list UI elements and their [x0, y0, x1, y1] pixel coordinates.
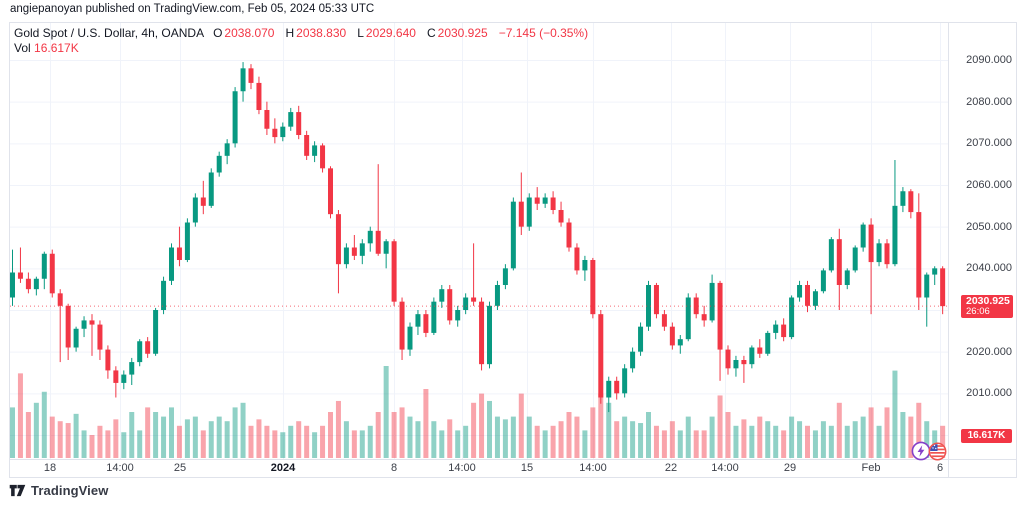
- volume-label: Vol: [14, 41, 31, 55]
- volume-badge: 16.617K: [961, 429, 1012, 443]
- open-value: 2038.070: [224, 26, 275, 40]
- price-axis-label: 2070.000: [966, 137, 1012, 150]
- time-axis-label: Feb: [861, 462, 881, 474]
- time-axis-label: 29: [783, 462, 797, 474]
- time-axis-label: 14:00: [448, 462, 476, 474]
- time-axis-label: 18: [43, 462, 57, 474]
- bar-countdown: 26:06: [966, 306, 990, 318]
- last-price-badge: 2030.925 26:06: [961, 295, 1013, 319]
- us-flag-icon: [928, 442, 947, 461]
- tradingview-logo[interactable]: TradingView: [9, 483, 108, 498]
- time-axis-label: 14:00: [106, 462, 134, 474]
- time-axis-label: 14:00: [711, 462, 739, 474]
- volume-legend[interactable]: Vol 16.617K: [14, 41, 79, 55]
- time-axis-label: 15: [520, 462, 534, 474]
- price-axis-label: 2080.000: [966, 95, 1012, 108]
- time-axis-label: 25: [173, 462, 187, 474]
- high-value: 2038.830: [296, 26, 347, 40]
- price-axis-label: 2050.000: [966, 220, 1012, 233]
- time-axis-label: 8: [390, 462, 398, 474]
- last-price-value: 2030.925: [966, 295, 1010, 308]
- symbol-title: Gold Spot / U.S. Dollar, 4h, OANDA: [14, 26, 205, 40]
- low-value: 2029.640: [365, 26, 416, 40]
- economic-event-us-flag-icon[interactable]: [928, 442, 947, 466]
- open-label: O: [213, 26, 223, 40]
- price-axis-label: 2020.000: [966, 345, 1012, 358]
- high-label: H: [285, 26, 295, 40]
- price-axis[interactable]: 2090.000 2080.000 2070.000 2060.000 2050.000…: [960, 0, 1012, 480]
- time-axis-label: 14:00: [579, 462, 607, 474]
- tradingview-logo-text: TradingView: [31, 483, 109, 498]
- change-value: −7.145 (−0.35%): [498, 26, 589, 40]
- price-axis-label: 2040.000: [966, 262, 1012, 275]
- low-label: L: [357, 26, 364, 40]
- close-label: C: [426, 26, 436, 40]
- price-axis-label: 2010.000: [966, 387, 1012, 400]
- price-axis-label: 2060.000: [966, 179, 1012, 191]
- price-axis-label: 2090.000: [966, 54, 1012, 66]
- time-axis[interactable]: 18 14:00 25 2024 8 14:00 15 14:00 22 14:00 29 Feb 6: [0, 462, 948, 477]
- symbol-legend[interactable]: Gold Spot / U.S. Dollar, 4h, OANDA O 2038.…: [14, 26, 590, 40]
- tradingview-mark-icon: [9, 484, 26, 497]
- time-axis-label: 6: [936, 462, 944, 474]
- time-axis-label: 22: [664, 462, 678, 474]
- close-value: 2030.925: [437, 26, 488, 40]
- volume-value: 16.617K: [34, 41, 79, 55]
- attribution-text: angiepanoyan published on TradingView.co…: [10, 3, 375, 15]
- time-axis-label: 2024: [270, 462, 296, 474]
